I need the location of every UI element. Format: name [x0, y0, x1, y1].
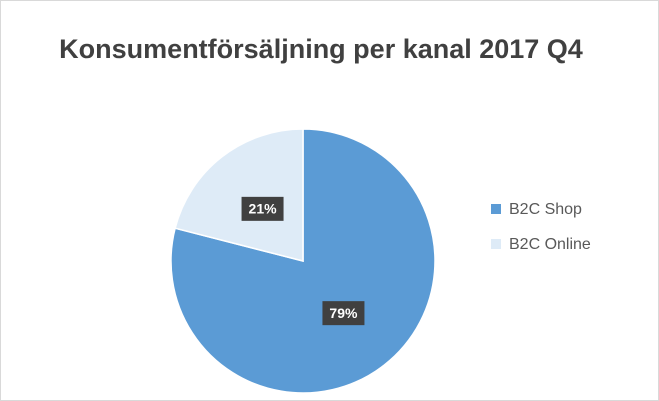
data-label: 21% [249, 201, 278, 217]
legend-label: B2C Online [509, 236, 591, 253]
legend-label: B2C Shop [509, 201, 582, 218]
data-label: 79% [329, 305, 358, 321]
chart-title: Konsumentförsäljning per kanal 2017 Q4 [59, 34, 583, 64]
legend-swatch [491, 204, 501, 214]
pie-slice [174, 128, 304, 262]
data-label-box [322, 301, 365, 326]
data-label-box [241, 196, 284, 221]
legend-swatch [491, 239, 501, 249]
